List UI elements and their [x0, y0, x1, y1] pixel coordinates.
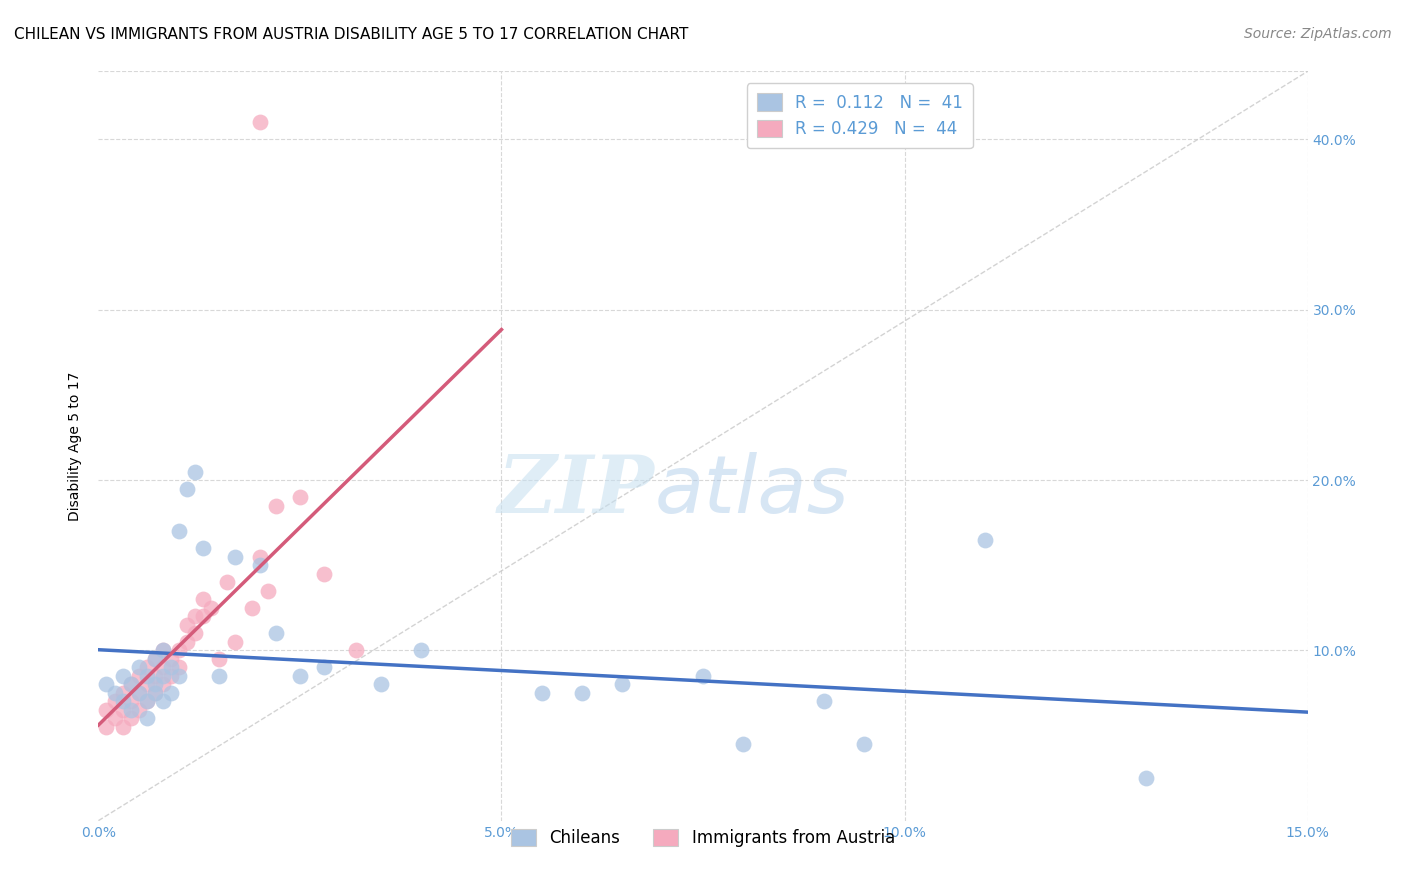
Point [152, 694, 174, 708]
Point [120, 703, 142, 717]
Point [692, 669, 714, 683]
Point [853, 737, 876, 751]
Point [224, 549, 246, 564]
Point [409, 643, 432, 657]
Point [288, 490, 311, 504]
Point [143, 669, 166, 683]
Point [128, 686, 150, 700]
Point [135, 711, 157, 725]
Text: CHILEAN VS IMMIGRANTS FROM AUSTRIA DISABILITY AGE 5 TO 17 CORRELATION CHART: CHILEAN VS IMMIGRANTS FROM AUSTRIA DISAB… [14, 27, 689, 42]
Point [264, 626, 287, 640]
Point [167, 643, 190, 657]
Point [128, 686, 150, 700]
Point [111, 703, 134, 717]
Point [111, 694, 134, 708]
Point [288, 669, 311, 683]
Point [128, 669, 150, 683]
Point [143, 677, 166, 691]
Point [249, 115, 271, 129]
Point [208, 652, 231, 666]
Point [152, 643, 174, 657]
Point [128, 660, 150, 674]
Point [160, 652, 183, 666]
Point [143, 686, 166, 700]
Point [111, 686, 134, 700]
Text: Source: ZipAtlas.com: Source: ZipAtlas.com [1244, 27, 1392, 41]
Point [111, 669, 134, 683]
Point [249, 558, 271, 573]
Point [184, 626, 207, 640]
Point [167, 660, 190, 674]
Point [193, 592, 215, 607]
Point [152, 660, 174, 674]
Point [152, 643, 174, 657]
Point [193, 541, 215, 556]
Point [256, 583, 278, 598]
Point [96, 720, 118, 734]
Point [571, 686, 593, 700]
Point [96, 703, 118, 717]
Point [344, 643, 367, 657]
Point [120, 677, 142, 691]
Point [733, 737, 755, 751]
Point [152, 669, 174, 683]
Point [249, 549, 271, 564]
Point [128, 703, 150, 717]
Point [184, 609, 207, 624]
Point [135, 694, 157, 708]
Point [176, 635, 198, 649]
Point [103, 694, 125, 708]
Point [111, 720, 134, 734]
Point [240, 600, 263, 615]
Point [103, 711, 125, 725]
Point [314, 566, 336, 581]
Point [314, 660, 336, 674]
Text: atlas: atlas [655, 452, 849, 530]
Point [120, 711, 142, 725]
Text: ZIP: ZIP [498, 452, 655, 530]
Point [135, 694, 157, 708]
Point [135, 660, 157, 674]
Point [1135, 771, 1157, 785]
Point [176, 482, 198, 496]
Point [184, 465, 207, 479]
Point [120, 677, 142, 691]
Point [813, 694, 835, 708]
Point [200, 600, 222, 615]
Point [135, 669, 157, 683]
Point [143, 686, 166, 700]
Point [193, 609, 215, 624]
Point [264, 499, 287, 513]
Point [176, 617, 198, 632]
Point [143, 652, 166, 666]
Point [370, 677, 392, 691]
Point [160, 660, 183, 674]
Point [167, 524, 190, 538]
Point [974, 533, 997, 547]
Y-axis label: Disability Age 5 to 17: Disability Age 5 to 17 [69, 371, 83, 521]
Point [143, 652, 166, 666]
Point [120, 694, 142, 708]
Point [612, 677, 634, 691]
Point [160, 669, 183, 683]
Point [103, 686, 125, 700]
Point [135, 677, 157, 691]
Point [530, 686, 553, 700]
Legend: Chileans, Immigrants from Austria: Chileans, Immigrants from Austria [505, 822, 901, 854]
Point [152, 677, 174, 691]
Point [208, 669, 231, 683]
Point [217, 575, 239, 590]
Point [96, 677, 118, 691]
Point [160, 686, 183, 700]
Point [167, 669, 190, 683]
Point [224, 635, 246, 649]
